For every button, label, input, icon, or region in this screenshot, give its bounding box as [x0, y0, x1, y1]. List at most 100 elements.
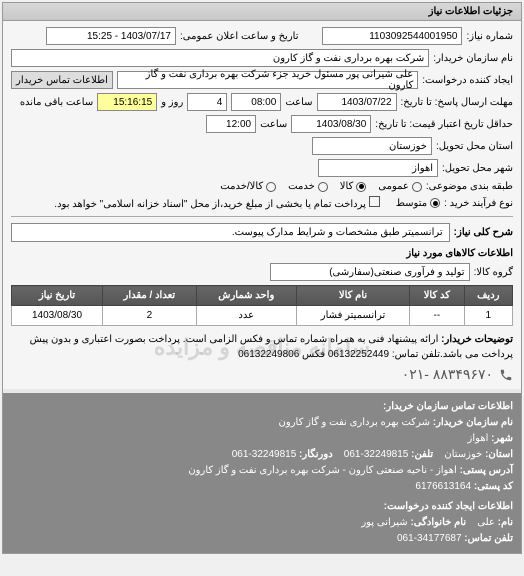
subject-class-label: طبقه بندی موضوعی:	[426, 181, 513, 192]
remarks-block: توضیحات خریدار: ارائه پیشنهاد فنی به همر…	[11, 332, 513, 362]
deadline-days: 4	[187, 93, 227, 111]
creator-field: علی شیرانی پور مسئول خرید جزء شرکت بهره …	[117, 71, 418, 89]
radio-both-label: کالا/خدمت	[220, 181, 263, 192]
radio-both[interactable]: کالا/خدمت	[220, 181, 276, 192]
general-desc-field: ترانسمیتر طبق مشخصات و شرایط مدارک پیوست…	[11, 223, 450, 242]
footer-phone: ۸۸۳۴۹۶۷۰ -۰۲۱	[402, 366, 493, 383]
buyer-name-field: شرکت بهره برداری نفت و گاز کارون	[11, 49, 429, 67]
radio-goods[interactable]: کالا	[340, 181, 367, 192]
row-process-type: نوع فرآیند خرید : متوسط پرداخت تمام یا ب…	[11, 196, 513, 210]
creator-family-label: نام خانوادگی:	[410, 517, 466, 528]
buyer-contact-button[interactable]: اطلاعات تماس خریدار	[11, 71, 113, 89]
deadline-time-label: ساعت	[285, 97, 312, 108]
main-panel: جزئیات اطلاعات نیاز شماره نیاز: 11030925…	[2, 2, 522, 554]
separator	[11, 216, 513, 217]
creator-section-title: اطلاعات ایجاد کننده درخواست:	[11, 499, 513, 515]
buyer-name-label: نام سازمان خریدار:	[433, 53, 513, 64]
contact-phone-label: تلفن:	[411, 449, 433, 460]
creator-name-label: نام:	[498, 517, 513, 528]
contact-address: اهواز - ناحیه صنعتی کارون - شرکت بهره بر…	[188, 465, 456, 476]
row-creator: ایجاد کننده درخواست: علی شیرانی پور مسئو…	[11, 71, 513, 89]
general-desc-label: شرح کلی نیاز:	[454, 227, 513, 238]
radio-medium-label: متوسط	[396, 198, 427, 209]
table-row: 1 -- ترانسمیتر فشار عدد 2 1403/08/30	[12, 306, 513, 326]
td-unit: عدد	[196, 306, 296, 326]
process-type-label: نوع فرآیند خرید :	[444, 198, 513, 209]
row-deadline: مهلت ارسال پاسخ: تا تاریخ: 1403/07/22 سا…	[11, 93, 513, 111]
th-date: تاریخ نیاز	[12, 286, 103, 306]
treasury-checkbox[interactable]	[369, 196, 380, 207]
goods-table: ردیف کد کالا نام کالا واحد شمارش تعداد /…	[11, 285, 513, 326]
contact-postal-label: کد پستی:	[474, 481, 513, 492]
remarks-label: توضیحات خریدار:	[441, 334, 513, 345]
radio-dot-icon	[412, 182, 422, 192]
goods-group-field: تولید و فرآوری صنعتی(سفارشی)	[270, 263, 470, 281]
contact-section: اطلاعات تماس سازمان خریدار: نام سازمان خ…	[3, 393, 521, 553]
province-field: خوزستان	[312, 137, 432, 155]
row-subject-class: طبقه بندی موضوعی: عمومی کالا خدمت کالا/خ…	[11, 181, 513, 192]
panel-title: جزئیات اطلاعات نیاز	[3, 3, 521, 21]
contact-org-row: نام سازمان خریدار: شرکت بهره برداری نفت …	[11, 415, 513, 431]
creator-name: علی	[477, 517, 495, 528]
phone-icon	[499, 368, 513, 382]
contact-province-label: استان:	[485, 449, 513, 460]
creator-tel-row: تلفن تماس: 34177687-061	[11, 531, 513, 547]
deadline-date: 1403/07/22	[317, 93, 397, 111]
announce-field: 1403/07/17 - 15:25	[46, 27, 176, 45]
valid-label: حداقل تاریخ اعتبار قیمت: تا تاریخ:	[375, 119, 513, 130]
contact-city-label: شهر:	[491, 433, 513, 444]
radio-service-label: خدمت	[288, 181, 315, 192]
contact-org: شرکت بهره برداری نفت و گاز کارون	[279, 417, 430, 428]
creator-label: ایجاد کننده درخواست:	[422, 75, 513, 86]
deadline-time: 08:00	[231, 93, 281, 111]
contact-city-row: شهر: اهواز	[11, 431, 513, 447]
request-no-label: شماره نیاز:	[466, 31, 513, 42]
deadline-days-label: روز و	[161, 97, 183, 108]
contact-org-label: نام سازمان خریدار:	[433, 417, 513, 428]
announce-label: تاریخ و ساعت اعلان عمومی:	[180, 31, 299, 42]
row-valid: حداقل تاریخ اعتبار قیمت: تا تاریخ: 1403/…	[11, 115, 513, 133]
row-buyer: نام سازمان خریدار: شرکت بهره برداری نفت …	[11, 49, 513, 67]
treasury-check-wrap: پرداخت تمام یا بخشی از مبلغ خرید،از محل …	[54, 196, 379, 210]
contact-address-row: آدرس پستی: اهواز - ناحیه صنعتی کارون - ش…	[11, 463, 513, 479]
th-code: کد کالا	[410, 286, 464, 306]
td-row: 1	[464, 306, 512, 326]
th-unit: واحد شمارش	[196, 286, 296, 306]
goods-group-label: گروه کالا:	[474, 267, 513, 278]
contact-address-label: آدرس پستی:	[460, 465, 513, 476]
creator-tel: 34177687-061	[397, 533, 462, 544]
contact-province: خوزستان	[444, 449, 482, 460]
radio-service[interactable]: خدمت	[288, 181, 328, 192]
creator-family: شیرانی پور	[361, 517, 407, 528]
contact-postal: 6176613164	[415, 481, 471, 492]
radio-dot-icon	[356, 182, 366, 192]
deadline-remain: 15:16:15	[97, 93, 157, 111]
radio-dot-icon	[318, 182, 328, 192]
contact-title: اطلاعات تماس سازمان خریدار:	[11, 399, 513, 415]
row-request-no: شماره نیاز: 1103092544001950 تاریخ و ساع…	[11, 27, 513, 45]
panel-body: شماره نیاز: 1103092544001950 تاریخ و ساع…	[3, 21, 521, 389]
radio-dot-icon	[266, 182, 276, 192]
radio-medium[interactable]: متوسط	[396, 198, 440, 209]
contact-phone: 32249815-061	[344, 449, 409, 460]
valid-time: 12:00	[206, 115, 256, 133]
td-code: --	[410, 306, 464, 326]
contact-fax-label: دورنگار:	[299, 449, 333, 460]
td-name: ترانسمیتر فشار	[296, 306, 409, 326]
deadline-remain-label: ساعت باقی مانده	[20, 97, 93, 108]
row-general-desc: شرح کلی نیاز: ترانسمیتر طبق مشخصات و شرا…	[11, 223, 513, 242]
city-label: شهر محل تحویل:	[442, 163, 513, 174]
table-header-row: ردیف کد کالا نام کالا واحد شمارش تعداد /…	[12, 286, 513, 306]
td-date: 1403/08/30	[12, 306, 103, 326]
creator-tel-label: تلفن تماس:	[464, 533, 513, 544]
city-field: اهواز	[318, 159, 438, 177]
contact-postal-row: کد پستی: 6176613164	[11, 479, 513, 495]
creator-name-row: نام: علی نام خانوادگی: شیرانی پور	[11, 515, 513, 531]
contact-city: اهواز	[468, 433, 489, 444]
th-row: ردیف	[464, 286, 512, 306]
th-qty: تعداد / مقدار	[103, 286, 197, 306]
contact-fax: 32249815-061	[232, 449, 297, 460]
radio-general[interactable]: عمومی	[378, 181, 422, 192]
row-goods-group: گروه کالا: تولید و فرآوری صنعتی(سفارشی)	[11, 263, 513, 281]
td-qty: 2	[103, 306, 197, 326]
